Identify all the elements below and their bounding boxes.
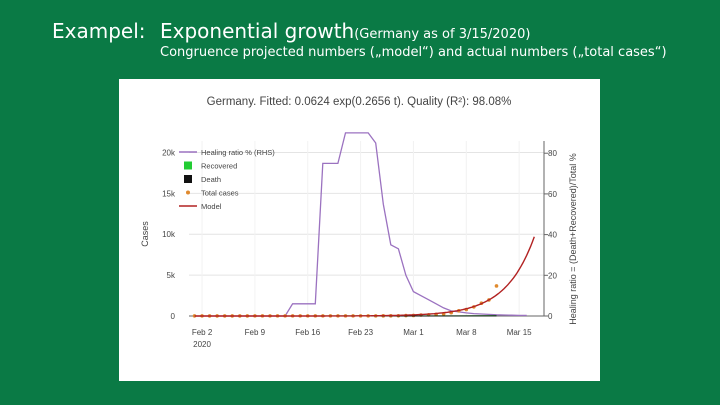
legend-label-healing-ratio-rhs: Healing ratio % (RHS) (201, 148, 275, 157)
slide-label: Exampel: (52, 19, 146, 43)
y-tick-label: 20k (162, 148, 176, 157)
x-tick-label: Feb 2 (192, 328, 213, 337)
x-tick-label: Feb 9 (245, 328, 266, 337)
data-point-total-cases (494, 284, 499, 288)
y2-tick-label: 60 (548, 190, 557, 199)
x-tick-label: Mar 1 (403, 328, 424, 337)
data-point-total-cases (192, 314, 197, 318)
chart-panel: Germany. Fitted: 0.0624 exp(0.2656 t). Q… (119, 79, 600, 381)
x-tick-label: Feb 16 (295, 328, 320, 337)
x-tick-label: Feb 23 (348, 328, 373, 337)
axes: 0 5k 10k 15k 20k 0 20 40 60 80 Feb 2 2020 Feb 9 Feb 1… (162, 141, 557, 349)
y2-tick-label: 20 (548, 271, 557, 280)
y-tick-label: 5k (167, 271, 176, 280)
y2-tick-label: 80 (548, 149, 557, 158)
legend-label-model: Model (201, 202, 222, 211)
grid-lines (189, 141, 544, 317)
slide-title-main: Exponential growth (160, 19, 355, 43)
chart-svg: Germany. Fitted: 0.0624 exp(0.2656 t). Q… (140, 96, 578, 349)
y-tick-label: 15k (162, 189, 176, 198)
y2-tick-label: 0 (548, 312, 553, 321)
x-tick-label: Mar 15 (507, 328, 532, 337)
x-tick-sublabel: 2020 (193, 340, 211, 349)
legend-swatch-total-cases (186, 190, 190, 195)
y-tick-label: 0 (171, 312, 176, 321)
legend-label-death: Death (201, 175, 221, 184)
y-axis-label: Cases (140, 221, 150, 247)
legend-label-total-cases: Total cases (201, 189, 239, 198)
y-tick-label: 10k (162, 230, 176, 239)
legend-label-recovered: Recovered (201, 162, 237, 171)
slide-subtitle: Congruence projected numbers („model“) a… (160, 45, 667, 60)
legend: Healing ratio % (RHS) Recovered Death Total… (179, 148, 275, 211)
y2-tick-label: 40 (548, 231, 557, 240)
slide-title: Exponential growth(Germany as of 3/15/20… (160, 19, 530, 43)
chart-title: Germany. Fitted: 0.0624 exp(0.2656 t). Q… (207, 96, 512, 108)
series-line-model (194, 236, 535, 317)
y2-axis-label: Healing ratio = (Death+Recovered)/Total … (568, 153, 578, 325)
x-tick-label: Mar 8 (456, 328, 477, 337)
series-layer (192, 132, 535, 318)
legend-swatch-recovered (184, 161, 192, 170)
series-line-healing-ratio-rhs (194, 132, 527, 317)
slide-title-small: (Germany as of 3/15/2020) (354, 27, 531, 42)
legend-swatch-death (184, 175, 192, 183)
